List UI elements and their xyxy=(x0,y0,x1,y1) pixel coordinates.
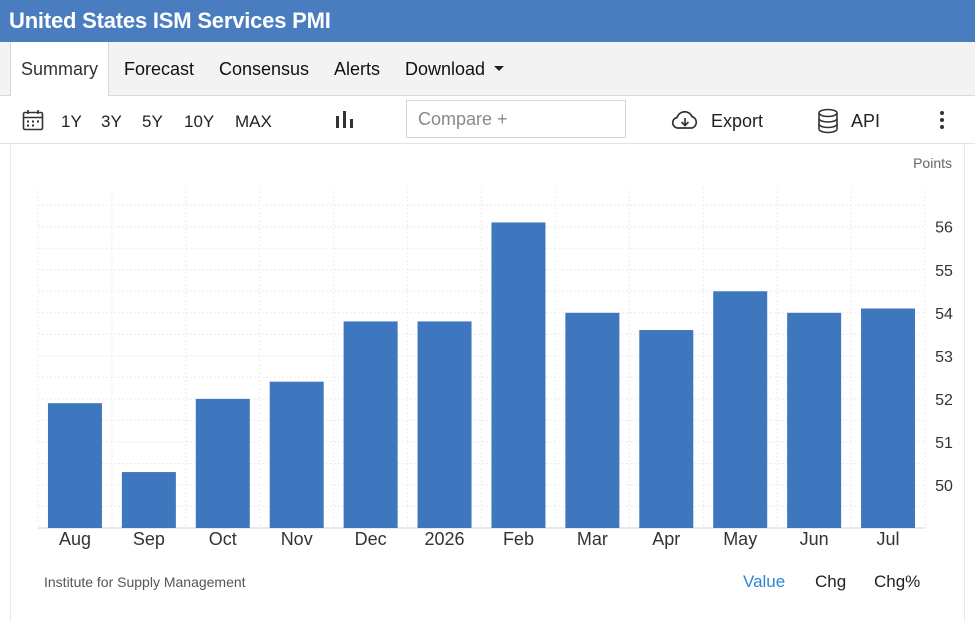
tab-alerts[interactable]: Alerts xyxy=(334,59,381,79)
y-tick-label: 51 xyxy=(935,435,953,452)
tab-consensus[interactable]: Consensus xyxy=(219,59,310,79)
range-1y-button[interactable]: 1Y xyxy=(61,112,82,131)
x-tick-label: Oct xyxy=(209,529,237,549)
x-tick-label: Mar xyxy=(577,529,608,549)
tab-download-label: Download xyxy=(405,59,486,79)
title-bar: United States ISM Services PMI xyxy=(0,0,975,42)
y-tick-label: 54 xyxy=(935,306,953,323)
range-10y-button[interactable]: 10Y xyxy=(184,112,215,131)
y-tick-label: 56 xyxy=(935,220,953,237)
bar xyxy=(787,312,842,528)
bar xyxy=(491,222,546,529)
range-3y-button[interactable]: 3Y xyxy=(101,112,122,131)
bar xyxy=(639,330,694,528)
x-tick-label: May xyxy=(723,529,757,549)
calendar-icon[interactable] xyxy=(22,109,44,131)
chart-toolbar: 1Y 3Y 5Y 10Y MAX Export API xyxy=(0,96,975,144)
bar xyxy=(121,472,176,528)
x-tick-label: Jul xyxy=(877,529,900,549)
tab-download[interactable]: Download xyxy=(405,42,505,96)
range-max-button[interactable]: MAX xyxy=(235,112,272,131)
range-5y-button[interactable]: 5Y xyxy=(142,112,163,131)
chart-frame xyxy=(10,144,965,622)
x-tick-label: Feb xyxy=(503,529,534,549)
caret-down-icon xyxy=(494,65,505,71)
y-tick-label: 50 xyxy=(935,478,953,495)
bar xyxy=(47,403,102,528)
x-tick-label: Nov xyxy=(281,529,313,549)
chg-percent-toggle[interactable]: Chg% xyxy=(874,572,921,591)
tab-summary[interactable]: Summary xyxy=(10,42,110,97)
tab-forecast[interactable]: Forecast xyxy=(124,59,195,79)
bar xyxy=(713,291,768,528)
bar xyxy=(195,398,250,528)
database-icon xyxy=(818,108,838,134)
bar xyxy=(565,312,620,528)
compare-input[interactable] xyxy=(406,100,626,138)
bar xyxy=(417,321,472,528)
x-tick-label: Aug xyxy=(59,529,91,549)
source-label: Institute for Supply Management xyxy=(44,574,246,590)
page-title: United States ISM Services PMI xyxy=(9,8,331,33)
tabs-bar: Summary Forecast Consensus Alerts Downlo… xyxy=(0,42,975,97)
y-tick-label: 55 xyxy=(935,263,953,280)
chg-toggle[interactable]: Chg xyxy=(815,572,847,591)
value-toggle[interactable]: Value xyxy=(743,572,786,591)
cloud-download-icon xyxy=(671,110,698,129)
bar xyxy=(269,381,324,528)
x-tick-label: Apr xyxy=(652,529,680,549)
api-label: API xyxy=(851,111,881,131)
bar xyxy=(861,308,916,528)
bar-chart-icon[interactable] xyxy=(334,110,356,130)
export-label: Export xyxy=(711,111,764,131)
more-vertical-icon[interactable] xyxy=(938,109,946,131)
x-tick-label: Jun xyxy=(800,529,829,549)
x-tick-label: Dec xyxy=(355,529,387,549)
bar xyxy=(343,321,398,528)
y-axis-unit-label: Points xyxy=(913,155,952,171)
y-tick-label: 52 xyxy=(935,392,953,409)
x-tick-label: Sep xyxy=(133,529,165,549)
x-tick-label: 2026 xyxy=(425,529,465,549)
y-tick-label: 53 xyxy=(935,349,953,366)
